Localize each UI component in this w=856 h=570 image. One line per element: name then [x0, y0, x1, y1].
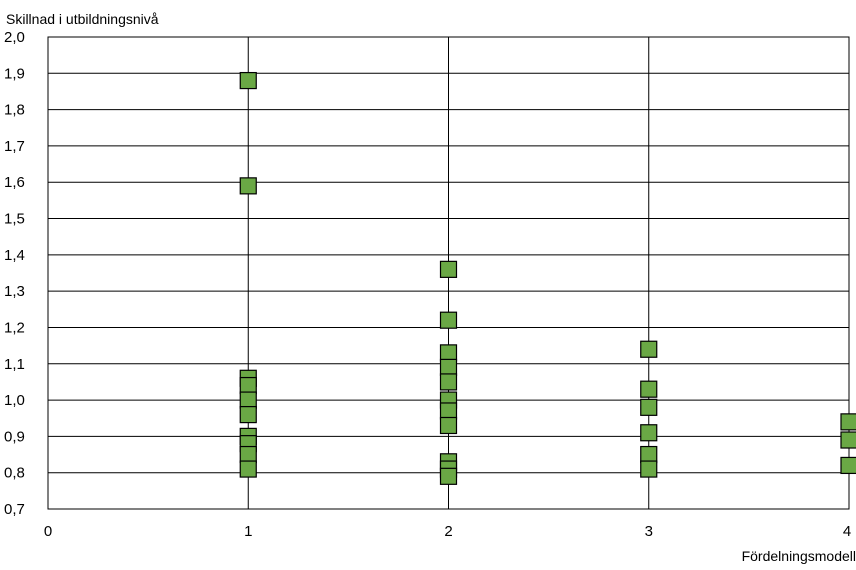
y-tick-label: 1,8	[4, 102, 25, 119]
x-tick-label: 1	[244, 523, 252, 540]
y-tick-label: 0,9	[4, 428, 25, 445]
data-point	[239, 445, 257, 464]
data-point	[640, 460, 658, 478]
data-point	[439, 402, 458, 420]
plot-frame	[47, 36, 850, 510]
data-point	[239, 460, 257, 478]
data-point	[840, 456, 856, 475]
x-axis-label: Fördelningsmodell	[742, 548, 856, 564]
data-point	[439, 260, 458, 278]
data-point	[239, 71, 257, 90]
data-point	[640, 424, 658, 442]
x-tick-label: 0	[44, 523, 52, 540]
y-tick-label: 1,6	[4, 174, 25, 191]
data-point	[640, 445, 658, 464]
data-point	[840, 431, 856, 449]
data-point	[640, 380, 658, 398]
y-tick-label: 1,1	[4, 356, 25, 373]
data-point	[840, 413, 856, 431]
y-tick-label: 1,3	[4, 283, 25, 300]
y-tick-label: 1,0	[4, 392, 25, 409]
data-points	[239, 71, 856, 485]
y-axis-label: Skillnad i utbildningsnivå	[6, 11, 159, 27]
y-tick-label: 1,5	[4, 211, 25, 228]
data-point	[439, 358, 458, 376]
y-tick-label: 1,2	[4, 319, 25, 336]
y-tick-label: 1,7	[4, 138, 25, 155]
y-tick-label: 2,0	[4, 29, 25, 46]
x-tick-labels: 0 1 2 3 4	[44, 523, 851, 540]
y-tick-label: 0,7	[4, 501, 25, 518]
x-tick-label: 3	[645, 523, 653, 540]
y-tick-label: 1,4	[4, 247, 25, 264]
data-point	[640, 340, 658, 358]
data-point	[439, 467, 458, 485]
data-point	[239, 391, 257, 409]
data-point	[439, 311, 458, 329]
data-point	[439, 344, 458, 362]
data-point	[640, 398, 658, 416]
y-tick-label: 0,8	[4, 465, 25, 482]
x-tick-label: 4	[843, 523, 851, 540]
y-tick-label: 1,9	[4, 65, 25, 82]
x-tick-label: 2	[444, 523, 452, 540]
y-tick-labels: 0,7 0,8 0,9 1,0 1,1 1,2 1,3 1,4 1,5 1,6 1,7 1,8 1,9 2…	[4, 29, 25, 518]
data-point	[239, 177, 257, 195]
data-point	[239, 376, 257, 395]
data-point	[439, 416, 458, 435]
data-point	[239, 406, 257, 424]
data-point	[439, 373, 458, 391]
